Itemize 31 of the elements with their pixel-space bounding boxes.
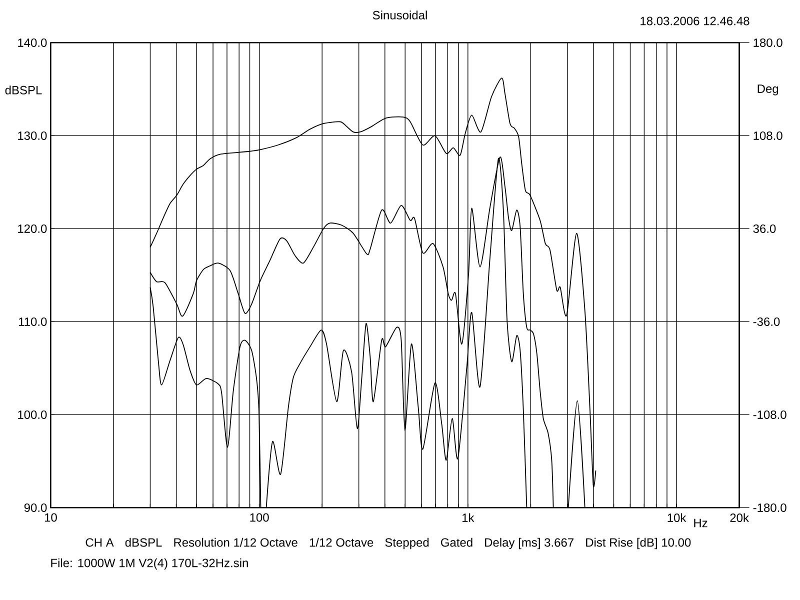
text: Resolution 1/12 Octave (174, 538, 298, 547)
x-tick-label: 100 (250, 513, 269, 522)
y2-tick-label: -36.0 (753, 317, 780, 326)
x-tick-label: 10k (668, 513, 686, 522)
y-tick-label: 140.0 (18, 38, 47, 47)
y-tick-label: 130.0 (18, 131, 47, 140)
x-axis-title: Hz (694, 518, 708, 528)
x-tick-label: 10 (44, 513, 57, 522)
y-tick-label: 120.0 (18, 224, 47, 233)
text: 18.03.2006 12.46.48 (640, 16, 750, 26)
text: Delay [ms] 3.667 (485, 538, 574, 550)
y2-tick-label: -108.0 (753, 410, 786, 419)
text: Stepped (385, 538, 429, 550)
y2-tick-label: 108.0 (754, 131, 782, 140)
y2-tick-label: 180.0 (754, 38, 782, 47)
y-axis-title: dBSPL (5, 86, 42, 94)
text: 1/12 Octave (310, 538, 374, 547)
text: Gated (440, 538, 472, 547)
text: CH A (86, 538, 114, 547)
y2-tick-label: 36.0 (753, 224, 776, 233)
text: File: 1000W 1M V2(4) 170L-32Hz.sin (51, 558, 248, 570)
y-tick-label: 100.0 (18, 410, 47, 419)
text: Dist Rise [dB] 10.00 (586, 538, 691, 550)
y2-axis-title: Deg (758, 84, 778, 96)
text: dBSPL (125, 538, 162, 547)
y-tick-label: 110.0 (18, 317, 47, 326)
chart-title: Sinusoidal (372, 10, 427, 20)
x-tick-label: 1k (462, 513, 474, 522)
x-tick-label: 20k (730, 513, 749, 522)
y-tick-label: 90.0 (24, 503, 47, 512)
y2-tick-label: -180.0 (753, 503, 786, 512)
